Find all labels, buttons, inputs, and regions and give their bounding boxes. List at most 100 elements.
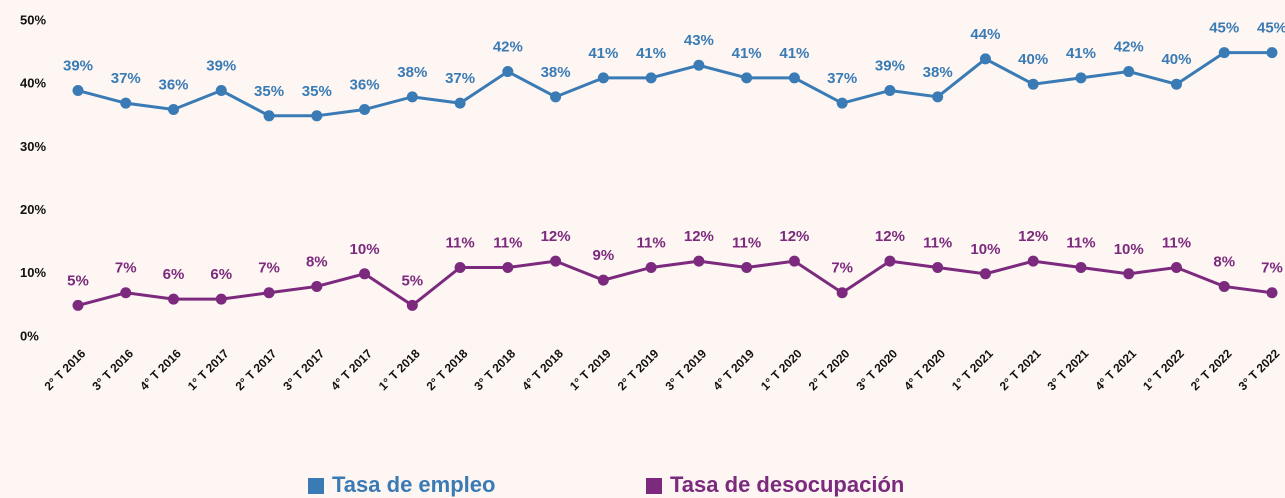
data-label: 11% (1066, 234, 1095, 251)
y-tick-label: 30% (20, 139, 46, 154)
point (1266, 47, 1278, 59)
point (454, 97, 466, 109)
data-label: 11% (1162, 234, 1191, 251)
point (693, 255, 705, 267)
data-label: 7% (258, 260, 280, 277)
point (406, 299, 418, 311)
data-label: 11% (923, 234, 952, 251)
point (263, 287, 275, 299)
x-tick-label: 1° T 2017 (185, 346, 232, 393)
data-label: 40% (1161, 51, 1191, 68)
data-label: 42% (1114, 39, 1144, 56)
data-label: 41% (588, 45, 618, 62)
point (120, 287, 132, 299)
y-tick-label: 10% (20, 265, 46, 280)
point (1027, 78, 1039, 90)
x-tick-label: 4° T 2018 (519, 346, 566, 393)
x-tick-label: 3° T 2020 (853, 346, 900, 393)
x-tick-label: 3° T 2018 (471, 346, 518, 393)
x-tick-label: 2° T 2022 (1188, 346, 1235, 393)
x-tick-label: 2° T 2017 (233, 346, 280, 393)
data-label: 12% (875, 228, 905, 245)
series-line (77, 51, 1272, 118)
data-label: 36% (350, 76, 380, 93)
data-label: 35% (254, 83, 284, 100)
data-label: 10% (350, 241, 380, 258)
data-label: 38% (397, 64, 427, 81)
data-label: 12% (779, 228, 809, 245)
x-tick-label: 3° T 2021 (1045, 346, 1092, 393)
x-tick-label: 4° T 2020 (901, 346, 948, 393)
data-label: 5% (67, 272, 89, 289)
point (359, 268, 371, 280)
data-label: 12% (1018, 228, 1048, 245)
x-tick-label: 1° T 2021 (949, 346, 996, 393)
point (550, 255, 562, 267)
data-label: 37% (827, 70, 857, 87)
data-label: 7% (1261, 260, 1283, 277)
x-tick-label: 4° T 2016 (137, 346, 184, 393)
point (741, 72, 753, 84)
x-tick-label: 2° T 2019 (615, 346, 662, 393)
point (1266, 287, 1278, 299)
point (932, 261, 944, 273)
data-label: 39% (206, 57, 236, 74)
data-label: 41% (779, 45, 809, 62)
point (1027, 255, 1039, 267)
point (788, 255, 800, 267)
data-label: 40% (1018, 51, 1048, 68)
data-label: 12% (684, 228, 714, 245)
x-tick-label: 2° T 2021 (997, 346, 1044, 393)
data-label: 41% (732, 45, 762, 62)
x-tick-label: 4° T 2017 (328, 346, 375, 393)
data-label: 37% (111, 70, 141, 87)
x-tick-label: 1° T 2018 (376, 346, 423, 393)
x-tick-label: 2° T 2018 (424, 346, 471, 393)
data-label: 11% (637, 234, 666, 251)
x-tick-label: 3° T 2017 (280, 346, 327, 393)
point (263, 110, 275, 122)
point (645, 72, 657, 84)
point (741, 261, 753, 273)
data-label: 11% (445, 234, 474, 251)
point (788, 72, 800, 84)
x-tick-label: 2° T 2016 (42, 346, 89, 393)
x-tick-label: 3° T 2016 (89, 346, 136, 393)
data-label: 10% (970, 241, 1000, 258)
point (979, 268, 991, 280)
point (836, 287, 848, 299)
point (836, 97, 848, 109)
x-tick-label: 1° T 2019 (567, 346, 614, 393)
point (1218, 280, 1230, 292)
data-label: 39% (875, 57, 905, 74)
point (1170, 78, 1182, 90)
x-tick-label: 1° T 2022 (1140, 346, 1187, 393)
y-tick-label: 0% (20, 328, 39, 343)
legend-label: Tasa de empleo (332, 472, 495, 497)
point (645, 261, 657, 273)
x-tick-label: 3° T 2022 (1236, 346, 1283, 393)
data-label: 39% (63, 57, 93, 74)
data-label: 35% (302, 83, 332, 100)
x-tick-label: 1° T 2020 (758, 346, 805, 393)
point (693, 59, 705, 71)
data-label: 12% (541, 228, 571, 245)
point (1218, 47, 1230, 59)
point (884, 255, 896, 267)
point (168, 293, 180, 305)
legend-swatch (308, 478, 324, 494)
data-label: 5% (401, 272, 423, 289)
x-tick-label: 3° T 2019 (662, 346, 709, 393)
series-line (77, 259, 1273, 308)
point (597, 72, 609, 84)
data-label: 6% (210, 266, 232, 283)
point (884, 85, 896, 97)
data-label: 6% (163, 266, 185, 283)
legend-label: Tasa de desocupación (670, 472, 904, 497)
data-label: 38% (541, 64, 571, 81)
point (311, 280, 323, 292)
point (597, 274, 609, 286)
point (1075, 72, 1087, 84)
point (1170, 261, 1182, 273)
